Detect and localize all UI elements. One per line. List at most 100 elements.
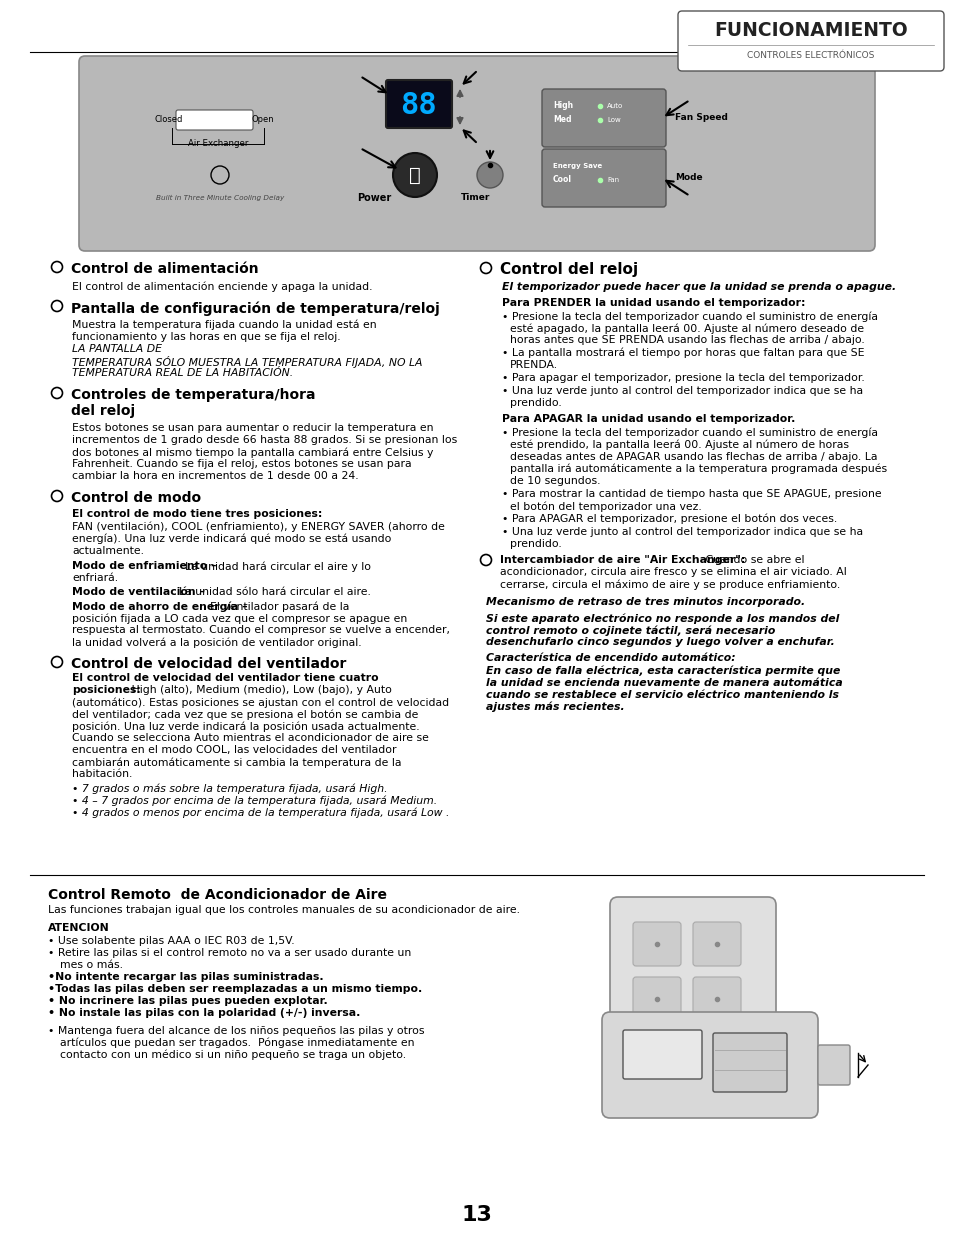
Text: La unidad sólo hará circular el aire.: La unidad sólo hará circular el aire. <box>179 587 371 597</box>
Text: posición fijada a LO cada vez que el compresor se apague en: posición fijada a LO cada vez que el com… <box>71 613 407 624</box>
FancyBboxPatch shape <box>622 1030 701 1079</box>
Text: artículos que puedan ser tragados.  Póngase inmediatamente en: artículos que puedan ser tragados. Pónga… <box>60 1037 414 1049</box>
Text: TEMPERATURA REAL DE LA HABITACIÓN.: TEMPERATURA REAL DE LA HABITACIÓN. <box>71 368 293 378</box>
Text: prendido.: prendido. <box>510 538 561 550</box>
Text: Modo de ahorro de energía –: Modo de ahorro de energía – <box>71 601 251 611</box>
Text: Modo de enfriamiento –: Modo de enfriamiento – <box>71 561 220 571</box>
Text: Estos botones se usan para aumentar o reducir la temperatura en: Estos botones se usan para aumentar o re… <box>71 424 433 433</box>
Text: pantalla irá automáticamente a la temperatura programada después: pantalla irá automáticamente a la temper… <box>510 464 886 474</box>
Text: Si este aparato electrónico no responde a los mandos del: Si este aparato electrónico no responde … <box>485 613 839 624</box>
FancyBboxPatch shape <box>633 977 680 1021</box>
Text: Cuando se abre el: Cuando se abre el <box>701 555 803 564</box>
Text: Built in Three Minute Cooling Delay: Built in Three Minute Cooling Delay <box>155 195 284 201</box>
Text: • Una luz verde junto al control del temporizador indica que se ha: • Una luz verde junto al control del tem… <box>501 387 862 396</box>
Text: ATENCION: ATENCION <box>48 923 110 932</box>
Text: del reloj: del reloj <box>71 404 135 417</box>
Text: PRENDA.: PRENDA. <box>510 359 558 370</box>
Text: High: High <box>553 101 573 110</box>
Text: Para PRENDER la unidad usando el temporizador:: Para PRENDER la unidad usando el tempori… <box>501 298 804 308</box>
Text: posiciones:: posiciones: <box>71 685 141 695</box>
Text: Control Remoto  de Acondicionador de Aire: Control Remoto de Acondicionador de Aire <box>48 888 387 902</box>
Text: Energy Save: Energy Save <box>553 163 601 169</box>
Text: •No intente recargar las pilas suministradas.: •No intente recargar las pilas suministr… <box>48 972 323 982</box>
Text: actualmente.: actualmente. <box>71 546 144 556</box>
Text: Low: Low <box>606 117 620 124</box>
Text: • Para apagar el temporizador, presione la tecla del temporizador.: • Para apagar el temporizador, presione … <box>501 373 863 383</box>
FancyBboxPatch shape <box>633 923 680 966</box>
Text: CONTROLES ELECTRÓNICOS: CONTROLES ELECTRÓNICOS <box>746 51 874 59</box>
Text: mes o más.: mes o más. <box>60 960 123 969</box>
FancyBboxPatch shape <box>692 977 740 1021</box>
Text: Power: Power <box>356 193 391 203</box>
Text: Las funciones trabajan igual que los controles manuales de su acondicionador de : Las funciones trabajan igual que los con… <box>48 905 519 915</box>
Text: ⏻: ⏻ <box>409 165 420 184</box>
Text: Mecanismo de retraso de tres minutos incorporado.: Mecanismo de retraso de tres minutos inc… <box>485 597 804 606</box>
Text: encuentra en el modo COOL, las velocidades del ventilador: encuentra en el modo COOL, las velocidad… <box>71 745 396 755</box>
Text: • 4 – 7 grados por encima de la temperatura fijada, usará Medium.: • 4 – 7 grados por encima de la temperat… <box>71 795 436 805</box>
Text: del ventilador; cada vez que se presiona el botón se cambia de: del ventilador; cada vez que se presiona… <box>71 709 418 720</box>
Text: horas antes que SE PRENDA usando las flechas de arriba / abajo.: horas antes que SE PRENDA usando las fle… <box>510 335 863 345</box>
Text: High (alto), Medium (medio), Low (bajo), y Auto: High (alto), Medium (medio), Low (bajo),… <box>128 685 392 695</box>
Text: deseadas antes de APAGAR usando las flechas de arriba / abajo. La: deseadas antes de APAGAR usando las flec… <box>510 452 877 462</box>
Text: • Para APAGAR el temporizador, presione el botón dos veces.: • Para APAGAR el temporizador, presione … <box>501 514 837 525</box>
Text: FUNCIONAMIENTO: FUNCIONAMIENTO <box>714 21 907 41</box>
Text: • 7 grados o más sobre la temperatura fijada, usará High.: • 7 grados o más sobre la temperatura fi… <box>71 783 387 794</box>
Circle shape <box>476 162 502 188</box>
Text: el botón del temporizador una vez.: el botón del temporizador una vez. <box>510 501 701 511</box>
Text: Fahrenheit. Cuando se fija el reloj, estos botones se usan para: Fahrenheit. Cuando se fija el reloj, est… <box>71 459 411 469</box>
Text: • 4 grados o menos por encima de la temperatura fijada, usará Low .: • 4 grados o menos por encima de la temp… <box>71 806 449 818</box>
Text: dos botones al mismo tiempo la pantalla cambiará entre Celsius y: dos botones al mismo tiempo la pantalla … <box>71 447 433 457</box>
FancyBboxPatch shape <box>601 1011 817 1118</box>
Text: esté apagado, la pantalla leerá 00. Ajuste al número deseado de: esté apagado, la pantalla leerá 00. Ajus… <box>510 324 863 333</box>
Text: Timer: Timer <box>461 193 490 201</box>
Text: El control de velocidad del ventilador tiene cuatro: El control de velocidad del ventilador t… <box>71 673 378 683</box>
Text: la unidad se encienda nuevamente de manera automática: la unidad se encienda nuevamente de mane… <box>485 678 841 688</box>
Text: Característica de encendido automático:: Característica de encendido automático: <box>485 653 735 663</box>
Text: Fan Speed: Fan Speed <box>675 114 727 122</box>
Text: La unidad hará circular el aire y lo: La unidad hará circular el aire y lo <box>185 561 371 572</box>
FancyBboxPatch shape <box>541 149 665 207</box>
Text: Para APAGAR la unidad usando el temporizador.: Para APAGAR la unidad usando el temporiz… <box>501 414 795 424</box>
Text: • No incrinere las pilas pues pueden explotar.: • No incrinere las pilas pues pueden exp… <box>48 995 328 1007</box>
Text: Auto: Auto <box>606 103 622 109</box>
Text: prendido.: prendido. <box>510 398 561 408</box>
Text: ajustes más recientes.: ajustes más recientes. <box>485 701 624 713</box>
Text: habitación.: habitación. <box>71 769 132 779</box>
Text: • Mantenga fuera del alcance de los niños pequeños las pilas y otros: • Mantenga fuera del alcance de los niño… <box>48 1026 424 1036</box>
Text: cerrarse, circula el máximo de aire y se produce enfriamiento.: cerrarse, circula el máximo de aire y se… <box>499 579 840 589</box>
Text: FAN (ventilación), COOL (enfriamiento), y ENERGY SAVER (ahorro de: FAN (ventilación), COOL (enfriamiento), … <box>71 522 444 532</box>
Text: •Todas las pilas deben ser reemplazadas a un mismo tiempo.: •Todas las pilas deben ser reemplazadas … <box>48 984 422 994</box>
Text: Air Exchanger: Air Exchanger <box>188 140 248 148</box>
Text: El ventilador pasará de la: El ventilador pasará de la <box>210 601 349 611</box>
Text: Modo de ventilación –: Modo de ventilación – <box>71 587 209 597</box>
Text: • Use solabente pilas AAA o IEC R03 de 1,5V.: • Use solabente pilas AAA o IEC R03 de 1… <box>48 936 294 946</box>
Text: Cuando se selecciona Auto mientras el acondicionador de aire se: Cuando se selecciona Auto mientras el ac… <box>71 734 429 743</box>
Text: cambiarán automáticamente si cambia la temperatura de la: cambiarán automáticamente si cambia la t… <box>71 757 401 767</box>
Text: Open: Open <box>252 116 274 125</box>
Text: Control de modo: Control de modo <box>71 492 201 505</box>
Text: Control de alimentación: Control de alimentación <box>71 262 258 275</box>
FancyBboxPatch shape <box>79 56 874 251</box>
Text: Intercambiador de aire "Air Exchanger":: Intercambiador de aire "Air Exchanger": <box>499 555 744 564</box>
Text: cambiar la hora en incrementos de 1 desde 00 a 24.: cambiar la hora en incrementos de 1 desd… <box>71 471 358 480</box>
Text: respuesta al termostato. Cuando el compresor se vuelve a encender,: respuesta al termostato. Cuando el compr… <box>71 625 450 635</box>
FancyBboxPatch shape <box>175 110 253 130</box>
Text: Control del reloj: Control del reloj <box>499 262 638 277</box>
Text: • Presione la tecla del temporizador cuando el suministro de energía: • Presione la tecla del temporizador cua… <box>501 429 877 438</box>
Text: posición. Una luz verde indicará la posición usada actualmente.: posición. Una luz verde indicará la posi… <box>71 721 419 731</box>
Text: Fan: Fan <box>606 177 618 183</box>
FancyBboxPatch shape <box>712 1032 786 1092</box>
Text: • Presione la tecla del temporizador cuando el suministro de energía: • Presione la tecla del temporizador cua… <box>501 311 877 321</box>
Text: 88: 88 <box>400 90 436 120</box>
Text: • Una luz verde junto al control del temporizador indica que se ha: • Una luz verde junto al control del tem… <box>501 527 862 537</box>
Text: energía). Una luz verde indicará qué modo se está usando: energía). Una luz verde indicará qué mod… <box>71 534 391 545</box>
Text: Muestra la temperatura fijada cuando la unidad está en: Muestra la temperatura fijada cuando la … <box>71 320 376 331</box>
Text: LA PANTALLA DE: LA PANTALLA DE <box>71 345 162 354</box>
Text: la unidad volverá a la posición de ventilador original.: la unidad volverá a la posición de venti… <box>71 637 361 647</box>
Text: Controles de temperatura/hora: Controles de temperatura/hora <box>71 388 315 403</box>
FancyBboxPatch shape <box>817 1045 849 1086</box>
Text: El control de modo tiene tres posiciones:: El control de modo tiene tres posiciones… <box>71 509 322 519</box>
Text: • La pantalla mostrará el tiempo por horas que faltan para que SE: • La pantalla mostrará el tiempo por hor… <box>501 348 863 358</box>
Text: Cool: Cool <box>553 175 572 184</box>
Text: desenchufarlo cinco segundos y luego volver a enchufar.: desenchufarlo cinco segundos y luego vol… <box>485 637 834 647</box>
